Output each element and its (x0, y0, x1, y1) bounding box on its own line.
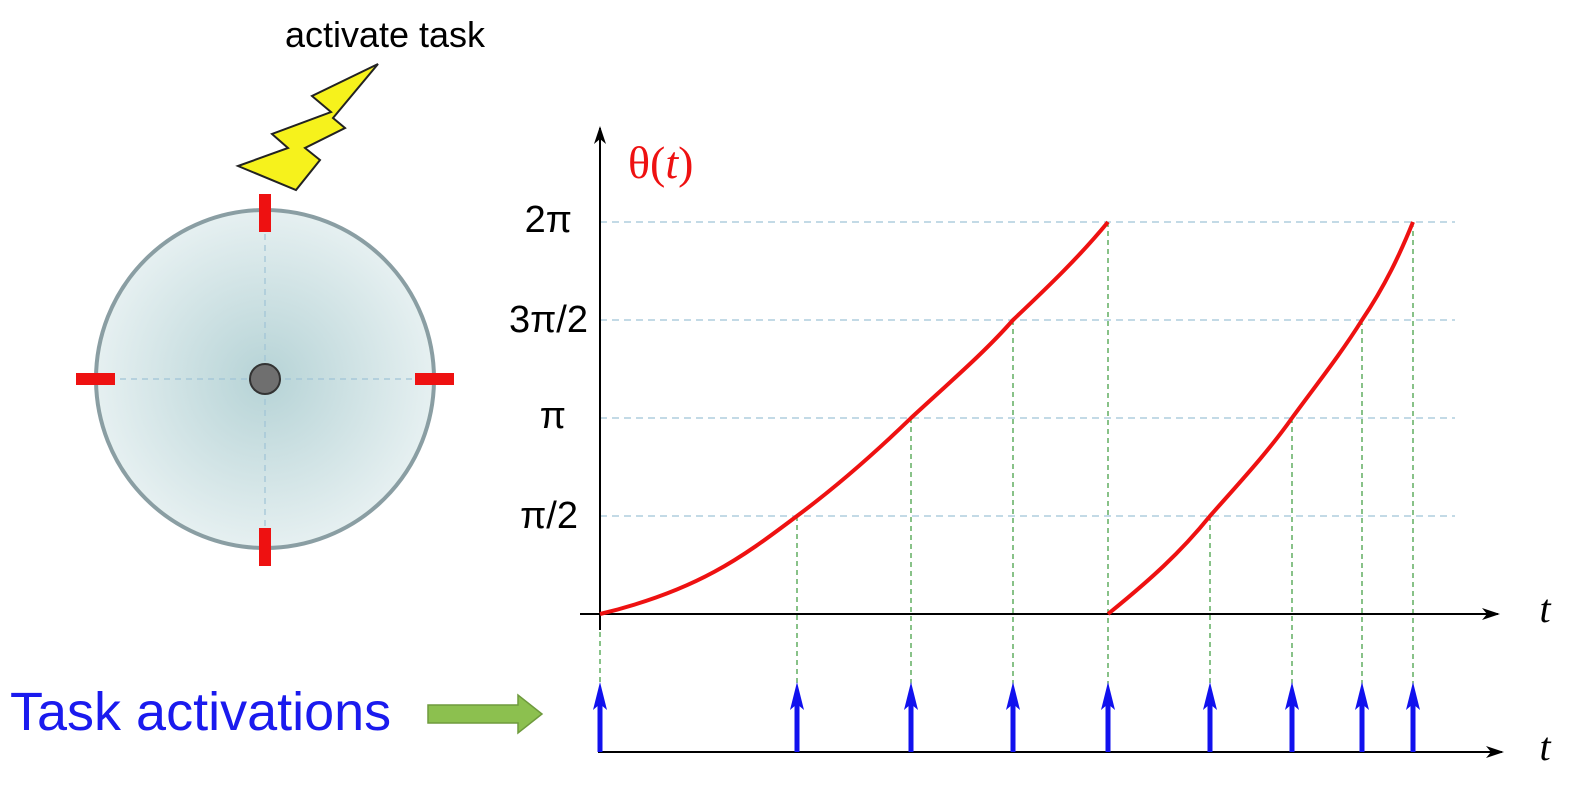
up-arrow-icon (1355, 682, 1369, 752)
up-arrow-icon (1285, 682, 1299, 752)
right-arrow-icon (428, 695, 542, 733)
up-arrow-icon (904, 682, 918, 752)
crossing-guides (600, 222, 1413, 690)
x-axis-label: t (1539, 586, 1551, 631)
disk-hub (250, 364, 280, 394)
activation-time-axis-label: t (1539, 724, 1551, 769)
tick-mark-top (259, 194, 271, 232)
up-arrow-icon (1006, 682, 1020, 752)
tick-mark-left (76, 373, 115, 385)
up-arrow-icon (1203, 682, 1217, 752)
up-arrow-icon (1406, 682, 1420, 752)
y-tick-label-2pi: 2π (525, 199, 572, 241)
y-tick-label-pi-2: π/2 (520, 495, 578, 537)
activations-label: Task activations (10, 682, 391, 742)
activation-arrows (593, 682, 1420, 752)
up-arrow-icon (790, 682, 804, 752)
tick-mark-bottom (259, 528, 271, 566)
y-tick-label-pi: π (540, 395, 566, 437)
y-tick-label-3pi-2: 3π/2 (509, 299, 588, 341)
rotating-disk (76, 194, 454, 566)
up-arrow-icon (593, 682, 607, 752)
up-arrow-icon (1101, 682, 1115, 752)
trigger-label: activate task (285, 14, 486, 55)
tick-mark-right (415, 373, 454, 385)
lightning-bolt-icon (238, 64, 378, 190)
theta-chart: θ(t) 2π 3π/2 π π/2 t (509, 128, 1551, 690)
activation-timeline: t (10, 682, 1551, 769)
theta-axis-label: θ(t) (628, 137, 693, 188)
